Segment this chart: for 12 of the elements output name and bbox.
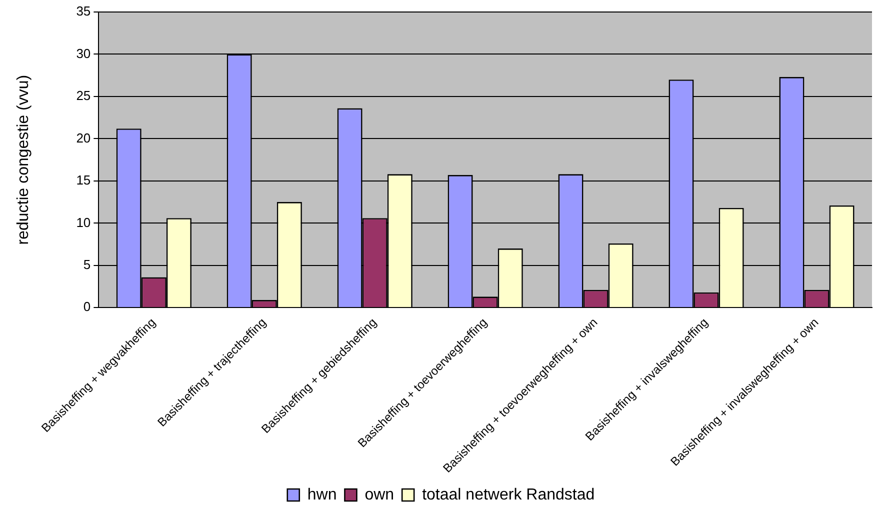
y-tick-label: 5 xyxy=(83,256,91,272)
y-tick-label: 10 xyxy=(76,214,91,230)
y-tick-label: 35 xyxy=(76,4,91,19)
legend-label: totaal netwerk Randstad xyxy=(422,486,595,504)
y-tick-label: 30 xyxy=(76,46,91,61)
y-tick-label: 15 xyxy=(76,172,91,188)
legend-label: own xyxy=(364,486,394,504)
y-tick-label: 25 xyxy=(76,88,91,104)
y-tick-label: 20 xyxy=(76,130,91,146)
y-axis-title: reductie congestie (vvu) xyxy=(15,74,32,245)
y-tick-label: 0 xyxy=(83,299,91,314)
legend-label: hwn xyxy=(307,486,337,504)
